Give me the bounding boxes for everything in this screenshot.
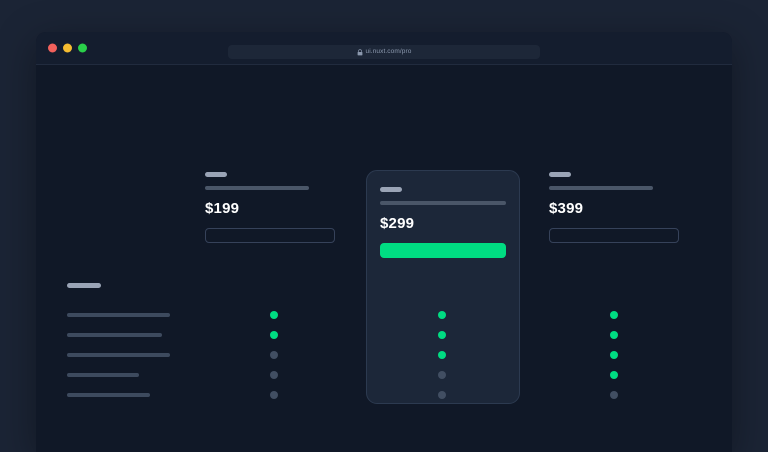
pricing-card-plan-1[interactable]: $199 xyxy=(205,172,335,243)
address-bar[interactable]: ui.nuxt.com/pro xyxy=(228,45,540,59)
feature-dot xyxy=(610,371,618,379)
close-window-button[interactable] xyxy=(48,43,57,53)
pricing-card-plan-2[interactable]: $299 xyxy=(366,170,520,404)
feature-availability-cell xyxy=(437,325,447,345)
feature-dot xyxy=(610,351,618,359)
feature-label-row xyxy=(67,365,207,385)
lock-icon xyxy=(357,48,363,56)
feature-availability-cell xyxy=(269,385,279,405)
plan-price: $299 xyxy=(380,215,415,232)
plan-title-placeholder xyxy=(380,187,402,192)
feature-label-placeholder xyxy=(67,393,150,397)
feature-availability-cell xyxy=(609,325,619,345)
feature-availability-cell xyxy=(609,345,619,365)
feature-dot xyxy=(270,331,278,339)
feature-availability-column-plan-2 xyxy=(437,305,447,405)
feature-label-row xyxy=(67,325,207,345)
plan-price: $199 xyxy=(205,200,240,217)
feature-availability-cell xyxy=(437,305,447,325)
minimize-window-button[interactable] xyxy=(63,43,72,53)
feature-availability-cell xyxy=(609,385,619,405)
feature-availability-column-plan-1 xyxy=(269,305,279,405)
feature-dot xyxy=(438,351,446,359)
feature-dot xyxy=(438,311,446,319)
feature-label-placeholder xyxy=(67,373,139,377)
feature-label-row xyxy=(67,305,207,325)
feature-label-placeholder xyxy=(67,353,170,357)
feature-availability-cell xyxy=(269,305,279,325)
feature-label-row xyxy=(67,385,207,405)
feature-dot xyxy=(438,371,446,379)
plan-subtitle-placeholder xyxy=(205,186,309,190)
traffic-lights xyxy=(48,43,87,53)
plan-title-placeholder xyxy=(549,172,571,177)
feature-dot xyxy=(610,391,618,399)
feature-availability-cell xyxy=(609,365,619,385)
feature-section-heading-placeholder xyxy=(67,283,101,288)
feature-availability-cell xyxy=(269,325,279,345)
feature-dot xyxy=(270,371,278,379)
address-bar-url: ui.nuxt.com/pro xyxy=(365,47,412,55)
feature-label-placeholder xyxy=(67,333,162,337)
maximize-window-button[interactable] xyxy=(78,43,87,53)
page-viewport: $199 $299 $399 xyxy=(36,65,732,452)
feature-availability-cell xyxy=(609,305,619,325)
feature-availability-column-plan-3 xyxy=(609,305,619,405)
feature-dot xyxy=(270,391,278,399)
feature-dot xyxy=(270,351,278,359)
plan-cta-button[interactable] xyxy=(205,228,335,243)
plan-subtitle-placeholder xyxy=(549,186,653,190)
plan-price: $399 xyxy=(549,200,584,217)
feature-dot xyxy=(438,391,446,399)
pricing-card-plan-3[interactable]: $399 xyxy=(549,172,679,243)
plan-title-placeholder xyxy=(205,172,227,177)
feature-availability-cell xyxy=(437,385,447,405)
plan-subtitle-placeholder xyxy=(380,201,506,205)
browser-titlebar: ui.nuxt.com/pro xyxy=(36,32,732,65)
feature-label-placeholder xyxy=(67,313,170,317)
browser-window: ui.nuxt.com/pro $199 $299 $ xyxy=(36,32,732,452)
feature-comparison-labels xyxy=(67,283,207,405)
feature-availability-cell xyxy=(437,365,447,385)
plan-cta-button[interactable] xyxy=(549,228,679,243)
feature-dot xyxy=(438,331,446,339)
feature-availability-cell xyxy=(437,345,447,365)
feature-dot xyxy=(610,331,618,339)
feature-dot xyxy=(270,311,278,319)
feature-label-row xyxy=(67,345,207,365)
plan-cta-button[interactable] xyxy=(380,243,506,258)
pricing-cards-row: $199 $299 $399 xyxy=(36,65,732,452)
feature-availability-cell xyxy=(269,365,279,385)
feature-dot xyxy=(610,311,618,319)
feature-availability-cell xyxy=(269,345,279,365)
